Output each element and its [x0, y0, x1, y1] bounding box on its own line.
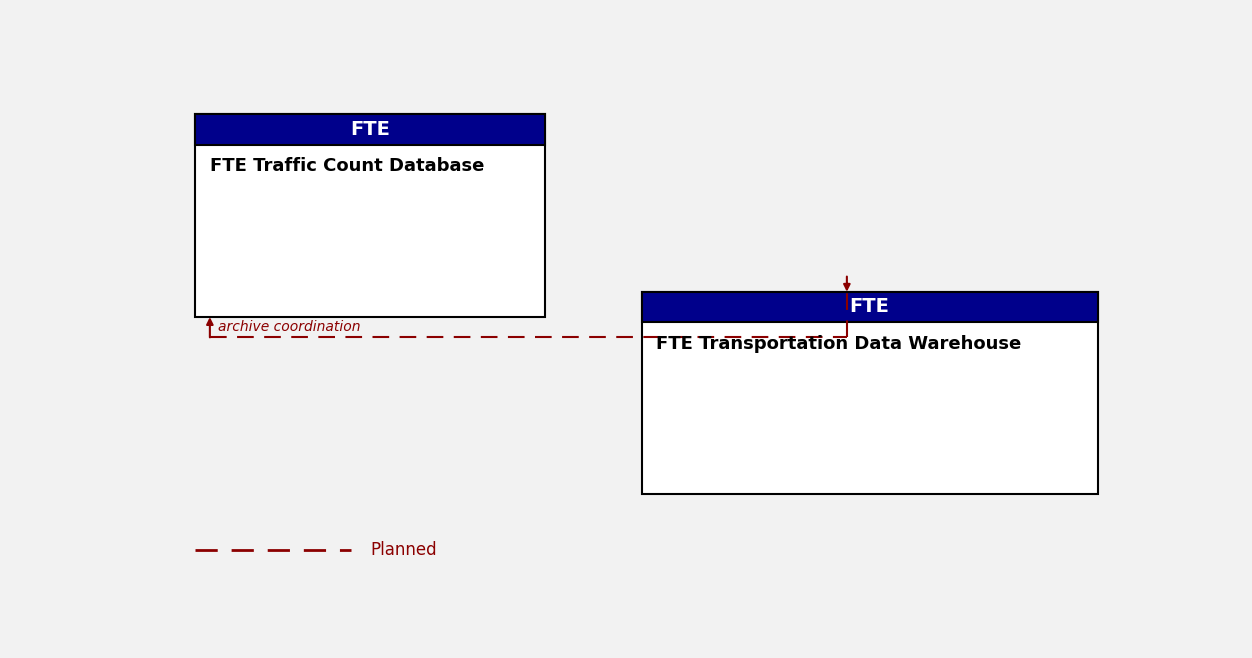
- Bar: [195, 114, 545, 145]
- Text: FTE: FTE: [351, 120, 389, 139]
- Bar: [195, 114, 545, 317]
- Text: Planned: Planned: [371, 541, 437, 559]
- Text: archive coordination: archive coordination: [218, 320, 361, 334]
- Bar: [641, 291, 1098, 494]
- Bar: [641, 291, 1098, 322]
- Text: FTE: FTE: [850, 297, 890, 316]
- Text: FTE Transportation Data Warehouse: FTE Transportation Data Warehouse: [656, 335, 1022, 353]
- Text: FTE Traffic Count Database: FTE Traffic Count Database: [210, 157, 485, 176]
